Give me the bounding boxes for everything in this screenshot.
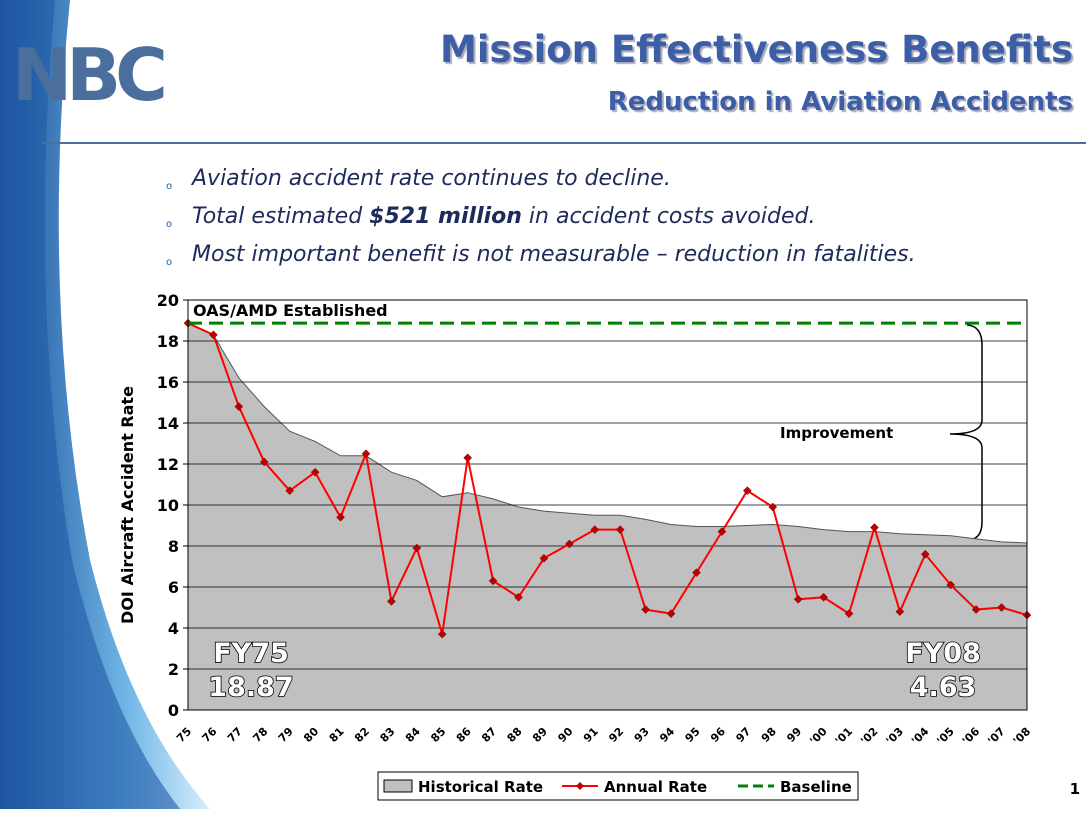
marker — [209, 330, 218, 340]
marker — [539, 553, 549, 563]
annotation: OAS/AMD Established — [193, 301, 388, 320]
marker — [819, 592, 828, 602]
marker — [717, 527, 727, 537]
bullet-part: Total estimated — [192, 204, 369, 229]
logo: NBC — [12, 33, 164, 117]
y-tick-label: 6 — [168, 578, 179, 597]
marker — [285, 486, 295, 496]
marker — [514, 592, 523, 602]
bullet-dot: o — [166, 219, 172, 230]
marker — [768, 502, 778, 512]
page-number: 1 — [1070, 780, 1080, 798]
y-axis-label: DOI Aircraft Accident Rate — [118, 386, 137, 624]
marker — [565, 539, 574, 549]
marker — [742, 486, 752, 496]
marker — [895, 607, 905, 616]
marker — [870, 523, 879, 532]
plot-border — [187, 299, 1028, 711]
marker — [234, 402, 244, 411]
annotation: Improvement — [780, 424, 893, 442]
title: Mission Effectiveness Benefits — [440, 28, 1073, 71]
marker — [844, 609, 854, 619]
line — [187, 322, 1028, 635]
legend-swatch — [383, 779, 413, 793]
marker — [590, 525, 600, 534]
marker — [412, 543, 422, 553]
legend-label: Baseline — [780, 778, 852, 796]
bullet: Total estimated $521 million in accident… — [192, 204, 815, 229]
y-tick-label: 2 — [168, 660, 179, 679]
marker — [437, 629, 447, 639]
legend-label: Historical Rate — [418, 778, 543, 796]
marker — [997, 603, 1006, 612]
bullet-dot: o — [166, 181, 172, 192]
marker — [615, 525, 625, 534]
bullet-part: Most important benefit is not measurable… — [192, 242, 916, 267]
y-tick-label: 0 — [168, 701, 179, 720]
annotation: 4.63 — [910, 672, 977, 703]
annotation: FY08 — [905, 638, 981, 669]
subtitle: Reduction in Aviation Accidents — [608, 87, 1073, 117]
marker — [692, 568, 701, 578]
y-tick-label: 18 — [157, 332, 179, 351]
bullet-part: in accident costs avoided. — [522, 204, 816, 229]
legend-box — [377, 771, 859, 801]
marker — [463, 453, 473, 463]
marker — [920, 549, 930, 559]
bullet: Most important benefit is not measurable… — [192, 242, 916, 267]
y-tick-label: 14 — [157, 414, 179, 433]
marker — [641, 605, 650, 614]
marker — [387, 596, 396, 606]
area — [187, 322, 1028, 711]
bullet-dot: o — [166, 257, 172, 268]
marker — [666, 609, 676, 619]
marker — [488, 576, 498, 586]
annotation: 18.87 — [208, 672, 293, 703]
marker — [971, 605, 981, 614]
y-tick-label: 8 — [168, 537, 179, 556]
marker — [336, 512, 345, 522]
marker — [793, 594, 803, 604]
marker — [361, 449, 371, 459]
annotation: FY75 — [213, 638, 289, 669]
bullet: Aviation accident rate continues to decl… — [190, 166, 671, 191]
bullet-part: $521 million — [369, 204, 522, 229]
marker — [946, 580, 956, 590]
bullets: o Aviation accident rate continues to dec… — [166, 166, 916, 268]
y-tick-label: 20 — [157, 291, 179, 310]
bracket — [949, 324, 983, 541]
legend-swatch — [576, 782, 584, 790]
y-tick-label: 16 — [157, 373, 179, 392]
marker — [310, 467, 320, 477]
marker — [259, 457, 269, 467]
y-tick-label: 12 — [157, 455, 179, 474]
y-tick-label: 10 — [157, 496, 179, 515]
y-tick-label: 4 — [168, 619, 179, 638]
side-band-dark — [0, 0, 180, 809]
legend-label: Annual Rate — [604, 778, 707, 796]
bullet-part: Aviation accident rate continues to decl… — [190, 166, 671, 191]
